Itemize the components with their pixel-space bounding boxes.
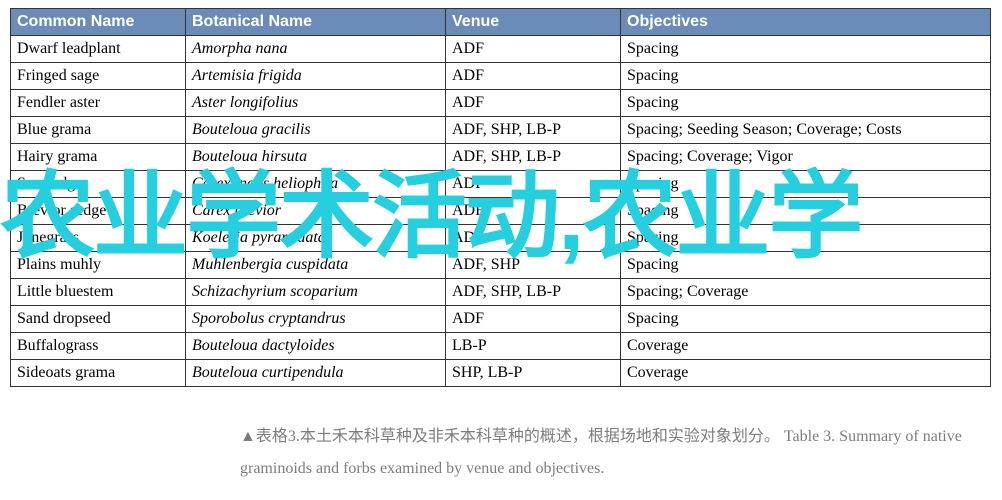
cell-common: Sun sedge xyxy=(11,171,186,198)
col-botanical-name: Botanical Name xyxy=(186,9,446,36)
table-row: Sun sedgeCarex inops heliophilaADFSpacin… xyxy=(11,171,991,198)
cell-objectives: Spacing; Coverage xyxy=(621,279,991,306)
table-row: Plains muhlyMuhlenbergia cuspidataADF, S… xyxy=(11,252,991,279)
cell-botanical: Bouteloua hirsuta xyxy=(186,144,446,171)
table-row: Little bluestemSchizachyrium scopariumAD… xyxy=(11,279,991,306)
table-body: Dwarf leadplantAmorpha nanaADFSpacing Fr… xyxy=(11,36,991,387)
cell-common: Sand dropseed xyxy=(11,306,186,333)
page-root: Common Name Botanical Name Venue Objecti… xyxy=(0,0,1002,500)
cell-objectives: Spacing xyxy=(621,225,991,252)
cell-common: Buffalograss xyxy=(11,333,186,360)
table-row: Dwarf leadplantAmorpha nanaADFSpacing xyxy=(11,36,991,63)
table-caption: ▲表格3.本土禾本科草种及非禾本科草种的概述，根据场地和实验对象划分。 Tabl… xyxy=(240,421,1000,485)
cell-botanical: Schizachyrium scoparium xyxy=(186,279,446,306)
table-header-row: Common Name Botanical Name Venue Objecti… xyxy=(11,9,991,36)
cell-venue: ADF xyxy=(446,198,621,225)
cell-botanical: Bouteloua dactyloides xyxy=(186,333,446,360)
table-row: Fringed sageArtemisia frigidaADFSpacing xyxy=(11,63,991,90)
cell-objectives: Spacing; Seeding Season; Coverage; Costs xyxy=(621,117,991,144)
cell-venue: ADF xyxy=(446,36,621,63)
col-venue: Venue xyxy=(446,9,621,36)
cell-venue: SHP, LB-P xyxy=(446,360,621,387)
cell-objectives: Coverage xyxy=(621,333,991,360)
cell-venue: LB-P xyxy=(446,333,621,360)
species-table: Common Name Botanical Name Venue Objecti… xyxy=(10,8,991,387)
cell-common: Blue grama xyxy=(11,117,186,144)
cell-botanical: Koeleria pyramidata xyxy=(186,225,446,252)
table-row: Hairy gramaBouteloua hirsutaADF, SHP, LB… xyxy=(11,144,991,171)
cell-venue: ADF xyxy=(446,225,621,252)
col-common-name: Common Name xyxy=(11,9,186,36)
table-row: Sand dropseedSporobolus cryptandrusADFSp… xyxy=(11,306,991,333)
cell-objectives: Spacing xyxy=(621,252,991,279)
cell-botanical: Muhlenbergia cuspidata xyxy=(186,252,446,279)
table-row: Sideoats gramaBouteloua curtipendulaSHP,… xyxy=(11,360,991,387)
caption-marker-icon: ▲ xyxy=(240,428,256,445)
caption-chinese: 表格3.本土禾本科草种及非禾本科草种的概述，根据场地和实验对象划分。 xyxy=(256,428,780,445)
cell-botanical: Artemisia frigida xyxy=(186,63,446,90)
cell-botanical: Carex inops heliophila xyxy=(186,171,446,198)
table-row: Brevior sedgeCarex breviorADFSpacing xyxy=(11,198,991,225)
cell-common: Junegrass xyxy=(11,225,186,252)
cell-common: Fringed sage xyxy=(11,63,186,90)
table-row: Blue gramaBouteloua gracilisADF, SHP, LB… xyxy=(11,117,991,144)
table-row: Fendler asterAster longifoliusADFSpacing xyxy=(11,90,991,117)
cell-venue: ADF, SHP, LB-P xyxy=(446,117,621,144)
cell-common: Fendler aster xyxy=(11,90,186,117)
cell-objectives: Spacing xyxy=(621,63,991,90)
cell-objectives: Spacing xyxy=(621,171,991,198)
cell-botanical: Amorpha nana xyxy=(186,36,446,63)
cell-common: Little bluestem xyxy=(11,279,186,306)
cell-common: Plains muhly xyxy=(11,252,186,279)
cell-botanical: Bouteloua curtipendula xyxy=(186,360,446,387)
cell-botanical: Carex brevior xyxy=(186,198,446,225)
cell-venue: ADF, SHP, LB-P xyxy=(446,144,621,171)
cell-common: Dwarf leadplant xyxy=(11,36,186,63)
cell-objectives: Spacing xyxy=(621,198,991,225)
cell-common: Hairy grama xyxy=(11,144,186,171)
cell-venue: ADF xyxy=(446,171,621,198)
cell-common: Brevior sedge xyxy=(11,198,186,225)
cell-objectives: Spacing xyxy=(621,306,991,333)
cell-common: Sideoats grama xyxy=(11,360,186,387)
cell-objectives: Coverage xyxy=(621,360,991,387)
cell-objectives: Spacing xyxy=(621,90,991,117)
cell-botanical: Sporobolus cryptandrus xyxy=(186,306,446,333)
cell-venue: ADF xyxy=(446,90,621,117)
cell-venue: ADF, SHP xyxy=(446,252,621,279)
cell-botanical: Bouteloua gracilis xyxy=(186,117,446,144)
table-row: JunegrassKoeleria pyramidataADFSpacing xyxy=(11,225,991,252)
cell-venue: ADF xyxy=(446,63,621,90)
cell-venue: ADF, SHP, LB-P xyxy=(446,279,621,306)
cell-objectives: Spacing xyxy=(621,36,991,63)
col-objectives: Objectives xyxy=(621,9,991,36)
cell-botanical: Aster longifolius xyxy=(186,90,446,117)
cell-venue: ADF xyxy=(446,306,621,333)
cell-objectives: Spacing; Coverage; Vigor xyxy=(621,144,991,171)
table-row: BuffalograssBouteloua dactyloidesLB-PCov… xyxy=(11,333,991,360)
